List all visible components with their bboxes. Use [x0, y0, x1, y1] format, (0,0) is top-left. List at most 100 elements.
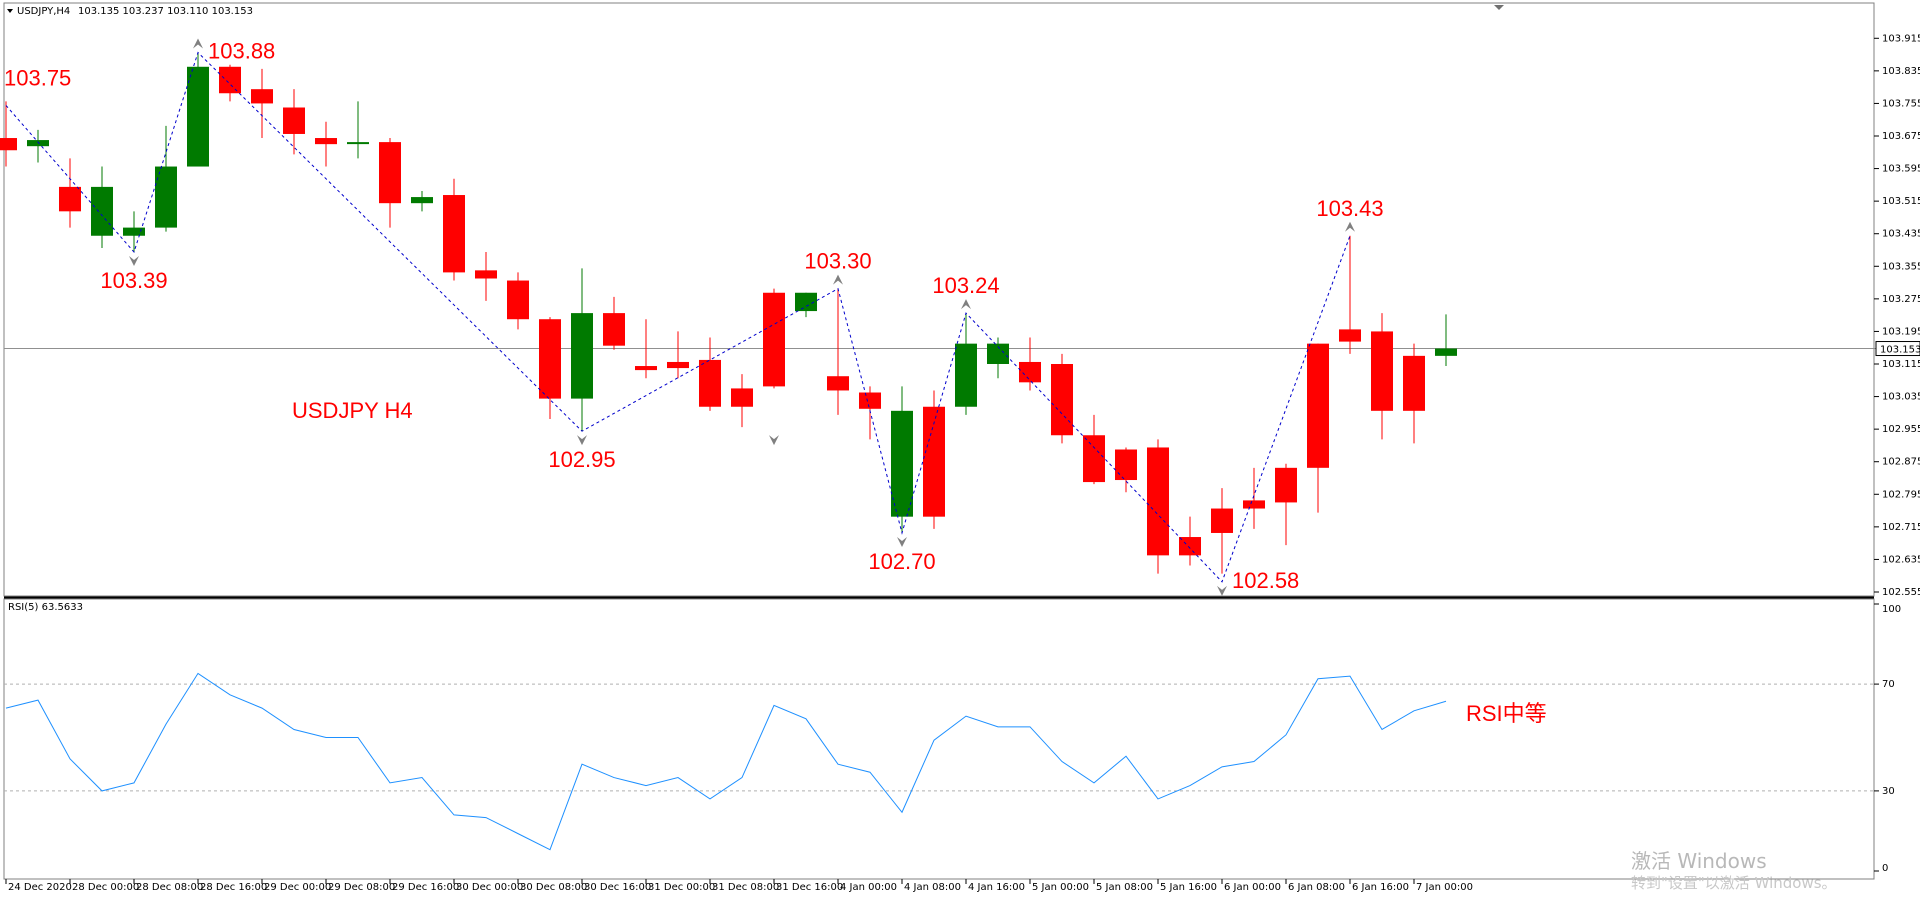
- price-axis: 103.915 103.835 103.755 103.675 103.595 103.5…: [1874, 33, 1920, 598]
- symbol-menu-triangle-icon[interactable]: [7, 9, 13, 13]
- candles: [0, 52, 1457, 574]
- candle-bear: [443, 195, 465, 273]
- candle-bull: [1435, 348, 1457, 356]
- candle-bear: [1051, 364, 1073, 436]
- price-label: 103.39: [100, 268, 167, 293]
- rsi-tick-label: 100: [1882, 604, 1901, 615]
- price-label: 103.24: [932, 273, 999, 298]
- price-tick-label: 103.355: [1882, 261, 1920, 272]
- price-tick-label: 103.035: [1882, 392, 1920, 403]
- price-tick-label: 102.635: [1882, 554, 1920, 565]
- time-tick-label: 5 Jan 00:00: [1032, 882, 1089, 893]
- candle-bull: [91, 186, 113, 236]
- price-label: 102.70: [868, 549, 935, 574]
- time-tick-label: 31 Dec 08:00: [712, 882, 779, 893]
- arrow-down-icon: [769, 435, 779, 446]
- arrow-up-icon: [193, 38, 203, 49]
- arrow-up-icon: [961, 299, 971, 310]
- candle-bull: [347, 142, 369, 145]
- arrow-down-icon: [1217, 585, 1227, 596]
- candle-bear: [1243, 500, 1265, 509]
- candle-bear: [923, 406, 945, 517]
- price-tick-label: 102.955: [1882, 424, 1920, 435]
- rsi-tick-label: 70: [1882, 679, 1895, 690]
- price-label: 103.88: [208, 39, 275, 64]
- rsi-pane-frame: [3, 598, 1875, 880]
- price-tick-label: 103.435: [1882, 229, 1920, 240]
- zigzag-line: [5, 51, 1351, 583]
- time-tick-label: 4 Jan 08:00: [904, 882, 961, 893]
- price-tick-label: 103.755: [1882, 98, 1920, 109]
- candle-bull: [571, 313, 593, 399]
- price-tick-label: 102.875: [1882, 457, 1920, 468]
- candle-bear: [1211, 508, 1233, 533]
- time-tick-label: 4 Jan 00:00: [840, 882, 897, 893]
- time-tick-label: 7 Jan 00:00: [1416, 882, 1473, 893]
- candle-bear: [59, 186, 81, 212]
- time-tick-label: 30 Dec 00:00: [456, 882, 523, 893]
- candle-bear: [699, 359, 721, 407]
- zigzag-arrows: [129, 38, 1355, 596]
- rsi-series: [5, 672, 1447, 851]
- time-tick-label: 31 Dec 16:00: [776, 882, 843, 893]
- rsi-axis: 100 70 30 0: [1874, 603, 1901, 874]
- candle-bear: [1083, 435, 1105, 483]
- rsi-levels: [4, 683, 1876, 792]
- price-tick-label: 103.275: [1882, 294, 1920, 305]
- zigzag-polyline: [5, 51, 1351, 583]
- candle-bear: [603, 313, 625, 346]
- candle-bear: [0, 138, 17, 151]
- time-tick-label: 24 Dec 2020: [8, 882, 72, 893]
- candle-bear: [251, 89, 273, 104]
- chart-label: USDJPY H4: [292, 398, 413, 423]
- candle-bull: [955, 343, 977, 407]
- rsi-tick-label: 30: [1882, 786, 1895, 797]
- arrow-up-icon: [1345, 221, 1355, 232]
- rsi-note: RSI中等: [1466, 701, 1547, 726]
- price-labels: 103.75 103.39 103.88 102.95 103.30 102.70 103.…: [4, 39, 1384, 593]
- price-label: 103.30: [804, 249, 871, 274]
- candle-bear: [475, 270, 497, 279]
- price-tick-label: 103.195: [1882, 326, 1920, 337]
- candle-bull: [795, 292, 817, 312]
- candle-bear: [283, 107, 305, 134]
- time-tick-label: 29 Dec 16:00: [392, 882, 459, 893]
- candle-bull: [187, 66, 209, 167]
- price-tick-label: 103.675: [1882, 131, 1920, 142]
- time-tick-label: 29 Dec 00:00: [264, 882, 331, 893]
- time-tick-label: 4 Jan 16:00: [968, 882, 1025, 893]
- candle-bear: [1339, 329, 1361, 342]
- candle-bear: [1275, 467, 1297, 503]
- candle-bull: [987, 343, 1009, 364]
- candle-bear: [827, 376, 849, 391]
- candle-bear: [1147, 447, 1169, 556]
- chart-shift-marker-icon[interactable]: [1494, 5, 1504, 10]
- rsi-tick-label: 0: [1882, 863, 1888, 874]
- candle-bull: [27, 140, 49, 147]
- candle-bear: [1371, 331, 1393, 411]
- time-tick-label: 30 Dec 08:00: [520, 882, 587, 893]
- candle-bear: [1115, 449, 1137, 481]
- price-tick-label: 102.715: [1882, 522, 1920, 533]
- price-tick-label: 103.595: [1882, 164, 1920, 175]
- candle-bear: [315, 138, 337, 145]
- current-price-line: 103.153: [4, 341, 1920, 357]
- candle-bear: [539, 319, 561, 399]
- time-tick-label: 6 Jan 16:00: [1352, 882, 1409, 893]
- rsi-header: RSI(5) 63.5633: [8, 602, 83, 613]
- candle-bear: [731, 388, 753, 407]
- arrow-down-icon: [897, 536, 907, 547]
- candle-bull: [411, 197, 433, 204]
- candle-bear: [1019, 361, 1041, 383]
- candle-bear: [507, 280, 529, 320]
- watermark-line1: 激活 Windows: [1631, 849, 1767, 873]
- candle-bull: [123, 227, 145, 236]
- time-tick-label: 5 Jan 16:00: [1160, 882, 1217, 893]
- time-tick-label: 28 Dec 08:00: [136, 882, 203, 893]
- candle-bear: [635, 366, 657, 371]
- current-price-label: 103.153: [1880, 345, 1920, 356]
- price-tick-label: 103.915: [1882, 33, 1920, 44]
- price-pane-frame: [3, 2, 1875, 597]
